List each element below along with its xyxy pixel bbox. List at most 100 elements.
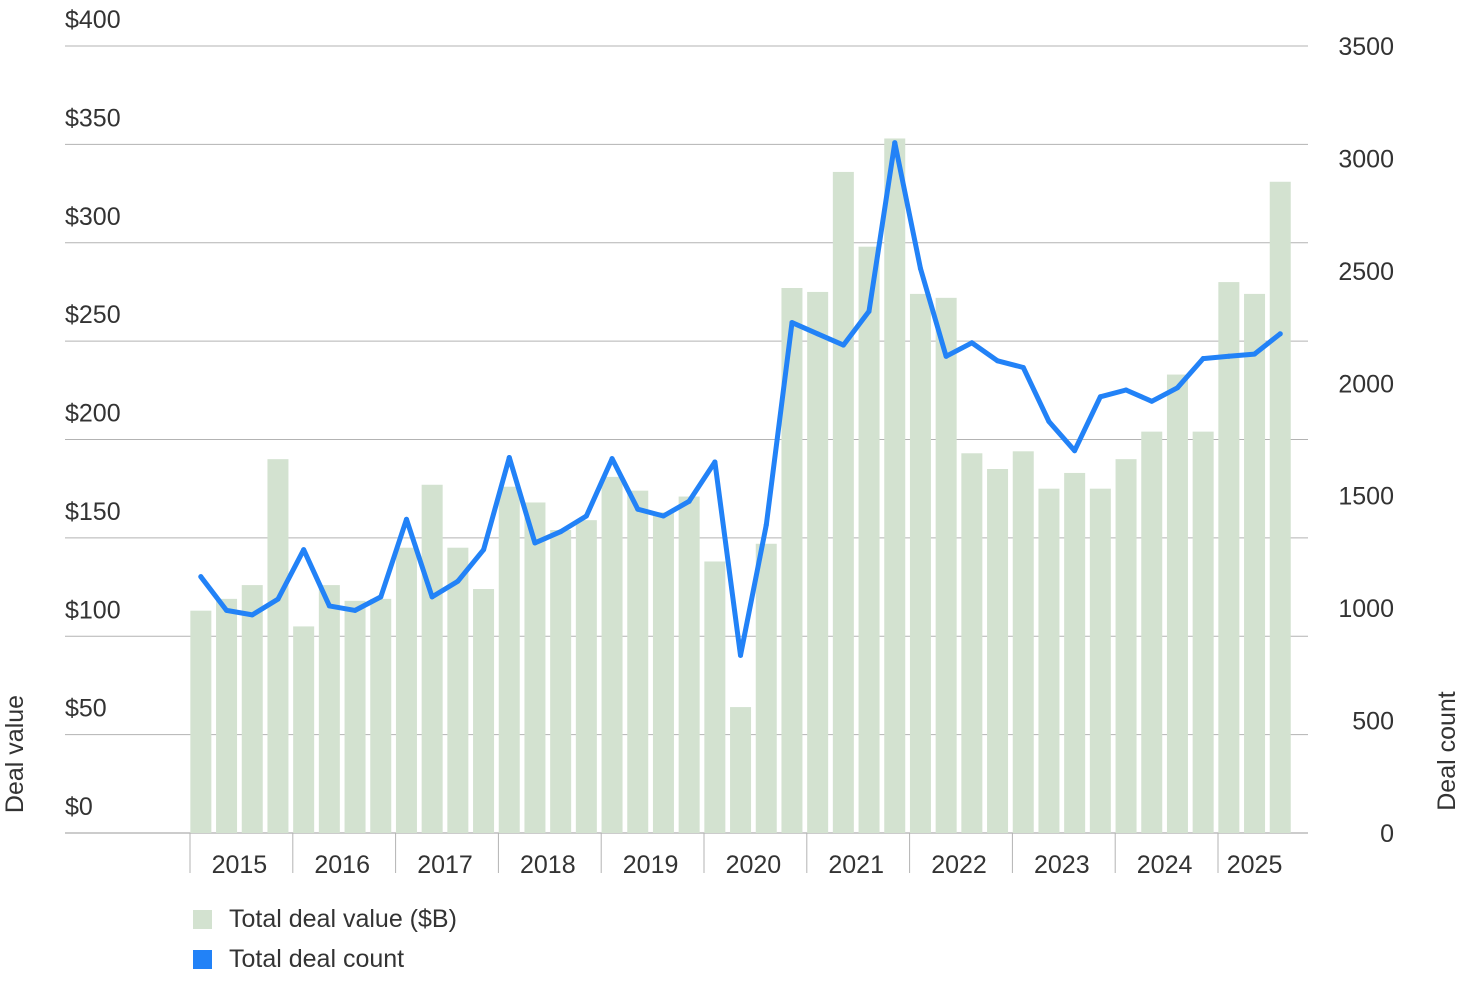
year-label: 2023: [1034, 851, 1090, 879]
line-point: [1020, 365, 1026, 371]
year-label: 2025: [1227, 851, 1283, 879]
line-point: [378, 594, 384, 600]
line-point: [429, 594, 435, 600]
line-point: [249, 612, 255, 618]
left-tick-label: $0: [65, 793, 93, 821]
bar: [987, 469, 1009, 833]
line-point: [1200, 356, 1206, 362]
bar: [858, 246, 880, 833]
bar: [909, 293, 931, 833]
right-axis-ticks: 0 500 1000 1500 2000 2500 3000 3500: [1338, 33, 1394, 848]
legend-item-value: Total deal value ($B): [193, 899, 457, 939]
bar: [1269, 181, 1291, 833]
line-point: [1277, 331, 1283, 337]
bar: [1218, 282, 1240, 834]
bar: [241, 585, 263, 833]
line-point: [815, 331, 821, 337]
bar: [190, 610, 212, 833]
line-point: [403, 516, 409, 522]
bar: [781, 288, 803, 833]
year-label: 2015: [212, 851, 268, 879]
right-tick-label: 1000: [1338, 595, 1394, 623]
bar: [293, 626, 315, 833]
left-tick-label: $250: [65, 301, 121, 329]
left-tick-label: $200: [65, 400, 121, 428]
right-axis-title: Deal count: [1433, 691, 1461, 811]
right-tick-label: 3500: [1338, 33, 1394, 61]
bar: [1089, 488, 1111, 833]
bar: [730, 707, 752, 833]
line-point: [1149, 398, 1155, 404]
line-point: [532, 540, 538, 546]
bar: [832, 171, 854, 834]
line-point: [712, 459, 718, 465]
year-label: 2016: [314, 851, 370, 879]
year-label: 2020: [726, 851, 782, 879]
year-label: 2017: [417, 851, 473, 879]
right-tick-label: 1500: [1338, 483, 1394, 511]
bar: [421, 484, 443, 833]
legend-label-count: Total deal count: [229, 944, 405, 973]
line-point: [789, 320, 795, 326]
right-tick-label: 2500: [1338, 258, 1394, 286]
legend-swatch-count: [193, 949, 212, 969]
line-point: [1226, 353, 1232, 359]
bar: [1166, 374, 1188, 833]
right-tick-label: 500: [1352, 708, 1394, 736]
bar: [318, 585, 340, 833]
left-tick-label: $100: [65, 596, 121, 624]
line-point: [660, 513, 666, 519]
line-point: [1046, 419, 1052, 425]
line-point: [558, 529, 564, 535]
bar: [1115, 459, 1137, 833]
bar: [1192, 431, 1214, 833]
bar: [601, 476, 623, 833]
line-point: [1072, 448, 1078, 454]
bar: [755, 543, 777, 833]
bar: [627, 490, 649, 833]
legend-swatch-value: [193, 909, 212, 929]
year-label: 2024: [1137, 851, 1193, 879]
line-point: [995, 358, 1001, 364]
bar: [1141, 431, 1163, 833]
left-tick-label: $300: [65, 203, 121, 231]
bar: [267, 459, 289, 833]
line-point: [352, 607, 358, 613]
bar: [678, 496, 700, 833]
bar: [652, 512, 674, 833]
line-point: [1123, 387, 1129, 393]
bar-series: [190, 138, 1291, 834]
bar: [550, 530, 572, 833]
year-label: 2019: [623, 851, 679, 879]
line-point: [275, 596, 281, 602]
line-point: [763, 522, 769, 528]
left-tick-label: $150: [65, 498, 121, 526]
line-point: [866, 308, 872, 314]
right-tick-label: 2000: [1338, 370, 1394, 398]
left-axis-title: Deal value: [1, 695, 29, 813]
line-point: [892, 140, 898, 146]
line-point: [686, 498, 692, 504]
bar: [1244, 293, 1266, 833]
legend-item-count: Total deal count: [193, 939, 457, 979]
line-point: [943, 353, 949, 359]
left-tick-label: $350: [65, 104, 121, 132]
line-point: [455, 578, 461, 584]
line-point: [917, 266, 923, 272]
left-tick-label: $50: [65, 695, 107, 723]
line-point: [1252, 351, 1258, 357]
bar: [575, 520, 597, 833]
line-point: [506, 454, 512, 460]
bar: [961, 453, 983, 833]
bar: [370, 598, 392, 833]
line-point: [738, 652, 744, 658]
line-point: [1097, 394, 1103, 400]
x-axis-year-labels: 2015 2016 2017 2018 2019 2020 2021 2022 2023 2024…: [189, 833, 1283, 879]
line-point: [481, 547, 487, 553]
year-label: 2018: [520, 851, 576, 879]
bar: [498, 486, 520, 833]
bar: [1038, 488, 1060, 833]
bar: [344, 600, 366, 833]
right-tick-label: 3000: [1338, 145, 1394, 173]
